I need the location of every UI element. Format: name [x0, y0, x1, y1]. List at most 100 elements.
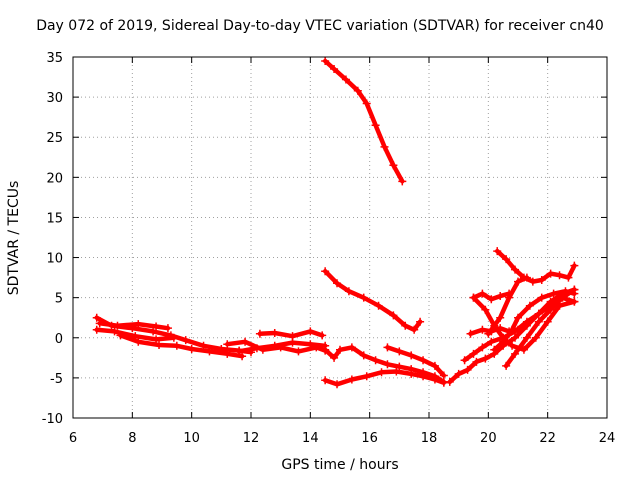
data-point-marker — [252, 344, 261, 353]
x-tick-label: 24 — [599, 431, 616, 446]
data-point-marker — [362, 372, 371, 381]
data-point-marker — [92, 325, 101, 334]
data-point-marker — [383, 343, 392, 352]
data-point-marker — [543, 317, 552, 326]
data-point-marker — [514, 325, 522, 334]
data-point-marker — [306, 340, 315, 349]
y-tick-label: 5 — [55, 292, 63, 307]
data-point-marker — [514, 277, 522, 286]
tick-layer: 6 8 10 12 14 16 18 20 22 24 -10 -5 0 5 10 15 20 25 30 35 — [42, 51, 616, 446]
x-axis-label: GPS time / hours — [281, 457, 399, 473]
data-point-marker — [330, 65, 339, 74]
x-tick-label: 16 — [361, 431, 378, 446]
data-point-marker — [546, 305, 555, 314]
data-point-marker — [463, 365, 472, 374]
data-point-marker — [235, 347, 244, 356]
data-point-marker — [347, 343, 356, 352]
y-tick-label: -10 — [42, 412, 63, 427]
data-point-marker — [374, 301, 383, 310]
data-point-marker — [395, 362, 404, 371]
data-point-marker — [570, 289, 579, 298]
data-point-marker — [525, 301, 534, 310]
data-point-marker — [419, 356, 428, 365]
data-point-marker — [347, 375, 356, 384]
data-point-marker — [430, 361, 439, 370]
data-point-marker — [344, 287, 353, 296]
x-tick-label: 12 — [243, 431, 260, 446]
data-point-marker — [353, 86, 362, 95]
x-tick-label: 6 — [69, 431, 77, 446]
data-point-marker — [528, 277, 537, 286]
data-point-marker — [439, 371, 448, 380]
data-point-marker — [205, 347, 214, 356]
data-point-marker — [555, 271, 564, 280]
data-point-marker — [152, 322, 161, 331]
data-point-marker — [383, 360, 392, 369]
data-point-marker — [395, 347, 404, 356]
data-point-marker — [321, 267, 330, 276]
data-point-marker — [321, 376, 330, 385]
data-point-marker — [95, 319, 104, 328]
y-tick-label: 35 — [46, 51, 63, 66]
plot-frame — [72, 56, 608, 419]
data-point-marker — [534, 309, 543, 318]
data-point-marker — [134, 337, 143, 346]
data-point-marker — [493, 247, 502, 256]
data-point-marker — [537, 293, 546, 302]
data-point-marker — [362, 99, 371, 108]
data-point-marker — [558, 293, 567, 302]
data-point-marker — [478, 289, 487, 298]
data-point-marker — [169, 333, 178, 342]
chart-title: Day 072 of 2019, Sidereal Day-to-day VTE… — [36, 18, 604, 34]
data-point-marker — [155, 340, 164, 349]
data-point-marker — [570, 261, 579, 270]
data-point-marker — [502, 255, 511, 264]
data-point-marker — [116, 331, 125, 340]
data-point-marker — [466, 329, 475, 338]
data-point-marker — [407, 365, 416, 374]
data-point-marker — [336, 345, 344, 354]
y-tick-label: -5 — [50, 372, 63, 387]
data-point-marker — [496, 292, 505, 301]
data-point-marker — [490, 345, 499, 354]
x-tick-label: 10 — [183, 431, 200, 446]
data-point-marker — [110, 327, 119, 336]
y-tick-label: 0 — [55, 332, 63, 347]
y-tick-label: 15 — [46, 211, 63, 226]
data-point-marker — [522, 317, 531, 326]
data-point-marker — [478, 343, 487, 352]
data-point-marker — [487, 337, 496, 346]
y-tick-label: 10 — [46, 252, 63, 267]
data-point-marker — [321, 345, 330, 354]
data-point-marker — [380, 142, 389, 151]
y-tick-label: 30 — [46, 91, 63, 106]
data-point-marker — [514, 313, 522, 322]
data-point-marker — [430, 372, 439, 381]
x-tick-label: 18 — [421, 431, 438, 446]
data-point-marker — [371, 121, 380, 130]
data-point-marker — [511, 265, 520, 274]
data-point-marker — [502, 361, 511, 370]
data-point-marker — [416, 317, 425, 326]
data-point-marker — [163, 324, 172, 333]
data-point-marker — [172, 341, 181, 350]
x-tick-label: 22 — [539, 431, 556, 446]
data-point-marker — [238, 352, 247, 361]
data-point-marker — [318, 331, 327, 340]
data-point-marker — [255, 329, 264, 338]
data-point-marker — [306, 327, 315, 336]
data-point-marker — [546, 269, 555, 278]
data-point-marker — [508, 341, 517, 350]
data-point-marker — [270, 341, 279, 350]
data-point-marker — [333, 279, 342, 288]
data-point-marker — [149, 327, 158, 336]
data-point-marker — [270, 328, 279, 337]
data-point-marker — [92, 313, 101, 322]
data-point-marker — [505, 289, 514, 298]
data-point-marker — [534, 317, 543, 326]
series-line-track-10 — [322, 369, 447, 387]
data-point-marker — [496, 313, 505, 322]
data-point-marker — [570, 297, 579, 306]
data-point-marker — [445, 377, 454, 386]
data-point-marker — [321, 57, 330, 66]
